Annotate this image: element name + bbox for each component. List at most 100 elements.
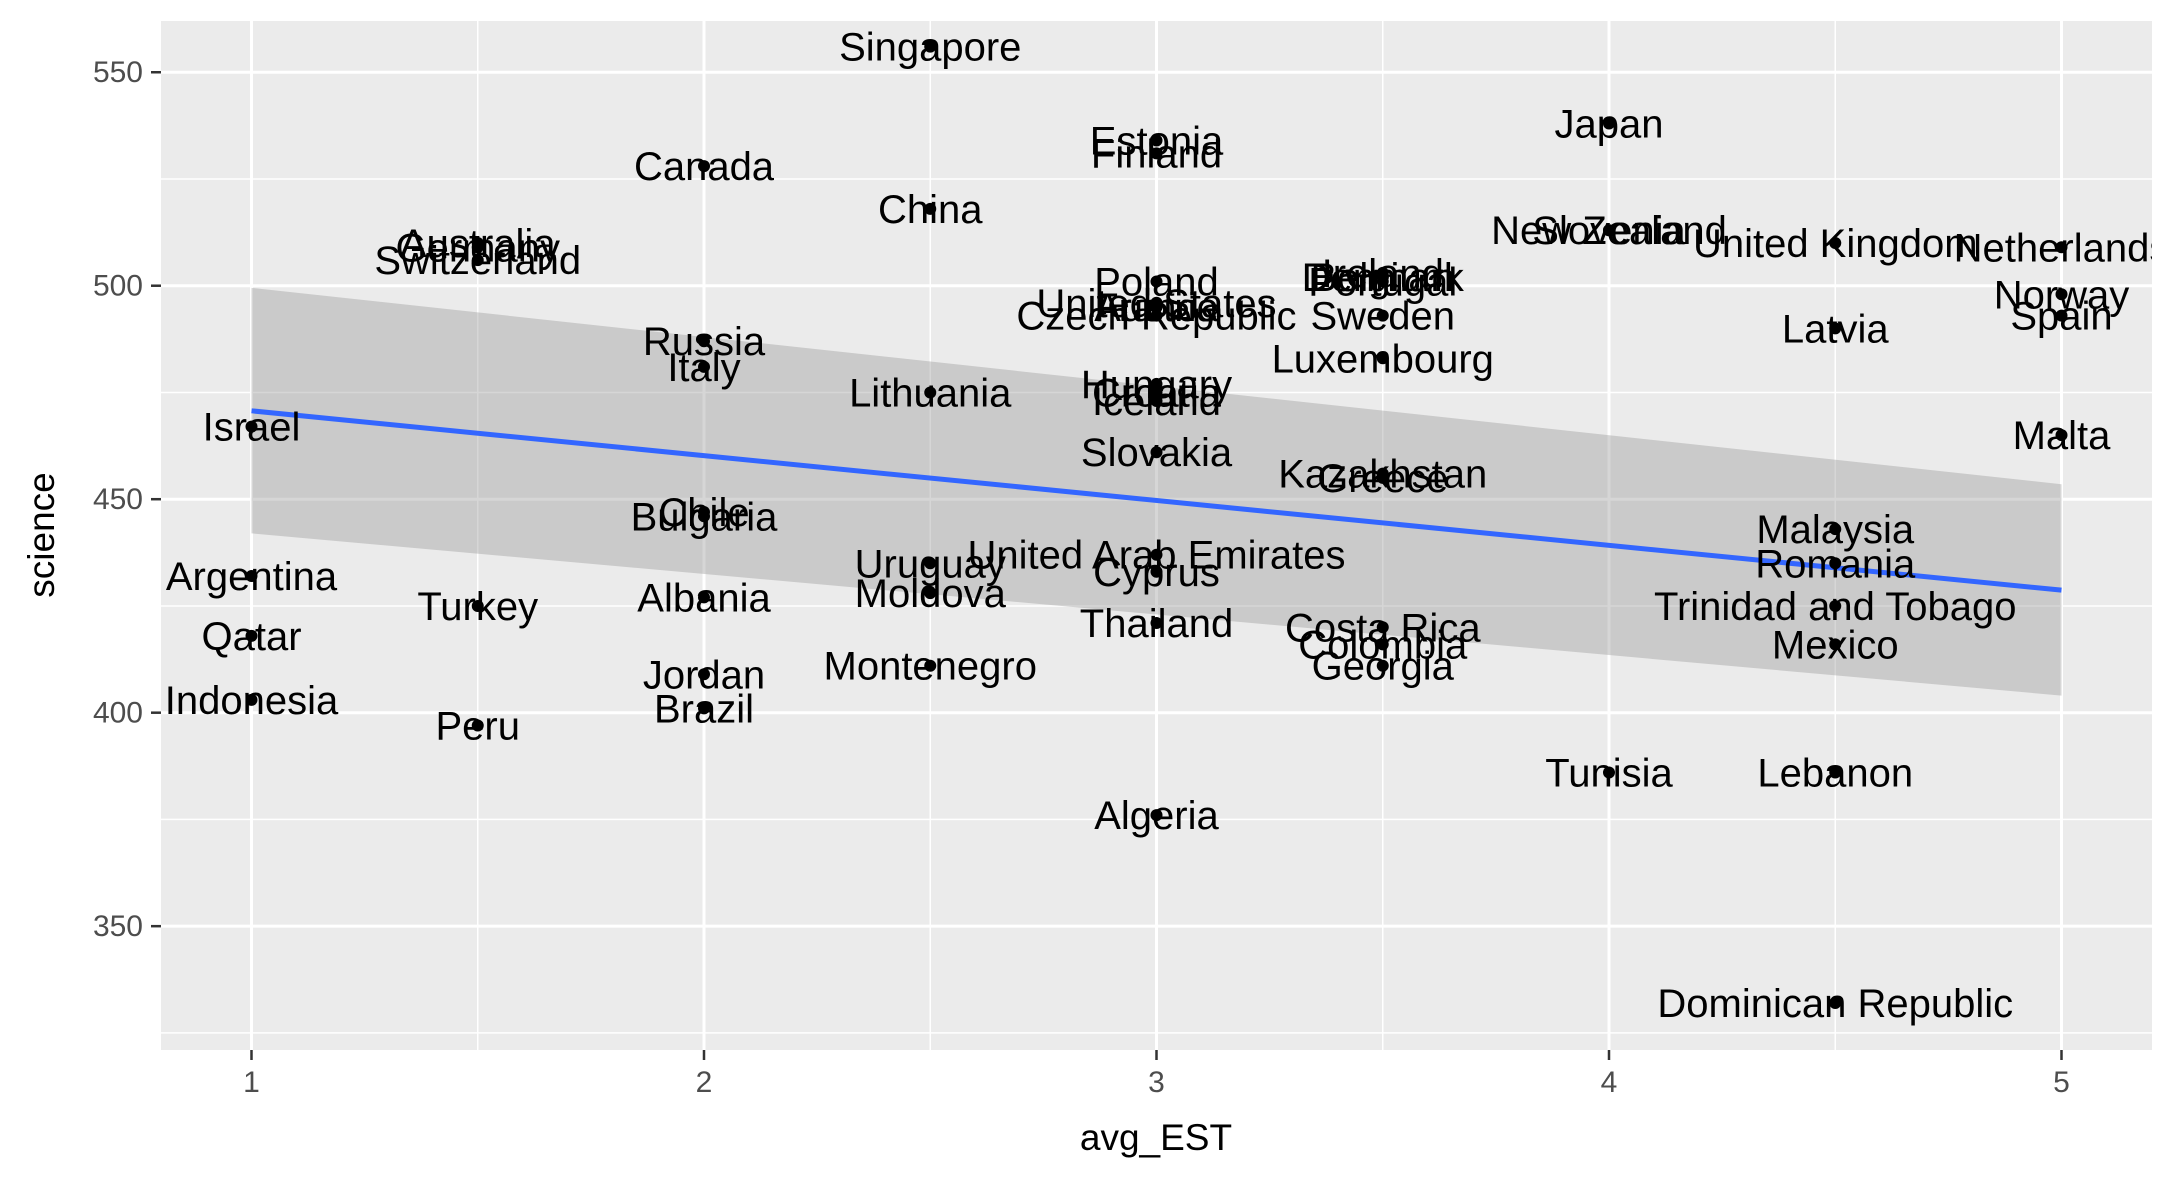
point-label: Belgium bbox=[1310, 256, 1455, 300]
point-label: Costa Rica bbox=[1285, 606, 1481, 650]
point-label: Argentina bbox=[166, 555, 338, 599]
point-label: Spain bbox=[2010, 295, 2112, 339]
point-label: Poland bbox=[1094, 260, 1219, 304]
point-label: Hungary bbox=[1081, 363, 1232, 407]
point-label: Qatar bbox=[201, 615, 301, 659]
y-tick-label: 500 bbox=[93, 270, 143, 303]
point-label: Japan bbox=[1555, 102, 1664, 146]
y-tick-label: 350 bbox=[93, 910, 143, 943]
data-point bbox=[1603, 766, 1615, 779]
point-label: Cyprus bbox=[1093, 551, 1220, 595]
data-points bbox=[245, 40, 2068, 1010]
point-label: Croatia bbox=[1092, 371, 1222, 415]
data-point bbox=[698, 335, 710, 348]
y-axis-title: science bbox=[21, 472, 62, 597]
point-label: Albania bbox=[637, 576, 771, 620]
point-label: Czech Republic bbox=[1016, 295, 1296, 339]
data-point bbox=[698, 360, 710, 373]
y-axis: 350 400 450 500 550 bbox=[93, 56, 161, 943]
x-tick-label: 4 bbox=[1601, 1066, 1618, 1099]
point-label: Finland bbox=[1091, 132, 1222, 176]
point-label: Canada bbox=[634, 145, 775, 189]
point-label: Dominican Republic bbox=[1657, 982, 2013, 1026]
data-point bbox=[2055, 429, 2068, 442]
data-point bbox=[1603, 117, 1615, 130]
y-tick-label: 550 bbox=[93, 56, 143, 89]
data-point bbox=[471, 241, 484, 254]
data-point bbox=[245, 693, 258, 706]
y-tick-label: 450 bbox=[93, 483, 143, 516]
point-label: China bbox=[878, 188, 983, 232]
point-label: Slovenia bbox=[1532, 209, 1686, 253]
point-label: Jordan bbox=[643, 653, 765, 697]
grid-major bbox=[161, 21, 2152, 1050]
data-point bbox=[924, 587, 937, 600]
data-point bbox=[698, 160, 710, 173]
point-label: Tunisia bbox=[1545, 751, 1673, 795]
data-point bbox=[1150, 809, 1163, 822]
point-label: Colombia bbox=[1298, 623, 1468, 667]
point-label: Peru bbox=[436, 705, 521, 749]
point-label: Georgia bbox=[1312, 645, 1455, 689]
data-point bbox=[1150, 395, 1163, 408]
point-label: Sweden bbox=[1310, 295, 1455, 339]
data-point bbox=[924, 202, 937, 215]
data-point bbox=[1150, 446, 1163, 459]
data-point bbox=[924, 386, 937, 399]
point-label: Italy bbox=[667, 346, 740, 390]
data-point bbox=[1376, 309, 1389, 322]
point-label: Malaysia bbox=[1756, 508, 1915, 552]
point-label: Thailand bbox=[1080, 602, 1233, 646]
x-axis: 1 2 3 4 5 bbox=[243, 1050, 2070, 1099]
point-label: Indonesia bbox=[165, 679, 339, 723]
data-point bbox=[2055, 309, 2068, 322]
data-point bbox=[1376, 659, 1389, 672]
data-point bbox=[698, 668, 710, 681]
data-point bbox=[245, 629, 258, 642]
point-label: Bulgaria bbox=[631, 495, 779, 539]
point-label: Algeria bbox=[1094, 794, 1219, 838]
data-point bbox=[1150, 386, 1163, 399]
data-point bbox=[245, 420, 258, 433]
data-point bbox=[1829, 997, 1842, 1010]
x-axis-title: avg_EST bbox=[1080, 1117, 1232, 1158]
point-label: Moldova bbox=[855, 572, 1007, 616]
point-label: Turkey bbox=[417, 585, 538, 629]
point-label: United Kingdom bbox=[1693, 222, 1978, 266]
point-label: Australia bbox=[400, 222, 556, 266]
data-point bbox=[1150, 147, 1163, 160]
point-label: Switzerland bbox=[374, 239, 581, 283]
point-label: Portugal bbox=[1308, 260, 1457, 304]
point-label: Romania bbox=[1755, 542, 1916, 586]
data-point bbox=[1829, 766, 1842, 779]
point-label: Montenegro bbox=[824, 645, 1037, 689]
point-label: Lithuania bbox=[849, 371, 1012, 415]
point-label: United States bbox=[1036, 282, 1276, 326]
point-label: Lebanon bbox=[1757, 751, 1913, 795]
data-point bbox=[1376, 638, 1389, 651]
x-tick-label: 5 bbox=[2053, 1066, 2070, 1099]
x-tick-label: 2 bbox=[696, 1066, 713, 1099]
point-label: Brazil bbox=[654, 687, 754, 731]
data-point bbox=[924, 659, 937, 672]
point-label: Trinidad and Tobago bbox=[1654, 585, 2017, 629]
data-point bbox=[1376, 352, 1389, 365]
point-label: Singapore bbox=[839, 26, 1021, 70]
data-point bbox=[471, 254, 484, 267]
data-point bbox=[471, 719, 484, 732]
point-label: Chile bbox=[658, 491, 749, 535]
point-label: Israel bbox=[203, 406, 301, 450]
data-point bbox=[1150, 548, 1163, 561]
point-label: Russia bbox=[643, 320, 766, 364]
point-label: Mexico bbox=[1772, 623, 1899, 667]
point-label: Iceland bbox=[1092, 380, 1221, 424]
data-point bbox=[245, 570, 258, 583]
data-point bbox=[1150, 565, 1163, 578]
data-point bbox=[1150, 275, 1163, 288]
data-point bbox=[1829, 322, 1842, 335]
point-label: Slovakia bbox=[1081, 431, 1233, 475]
data-point bbox=[2055, 241, 2068, 254]
point-label: Estonia bbox=[1090, 120, 1224, 164]
point-label: Latvia bbox=[1782, 307, 1889, 351]
